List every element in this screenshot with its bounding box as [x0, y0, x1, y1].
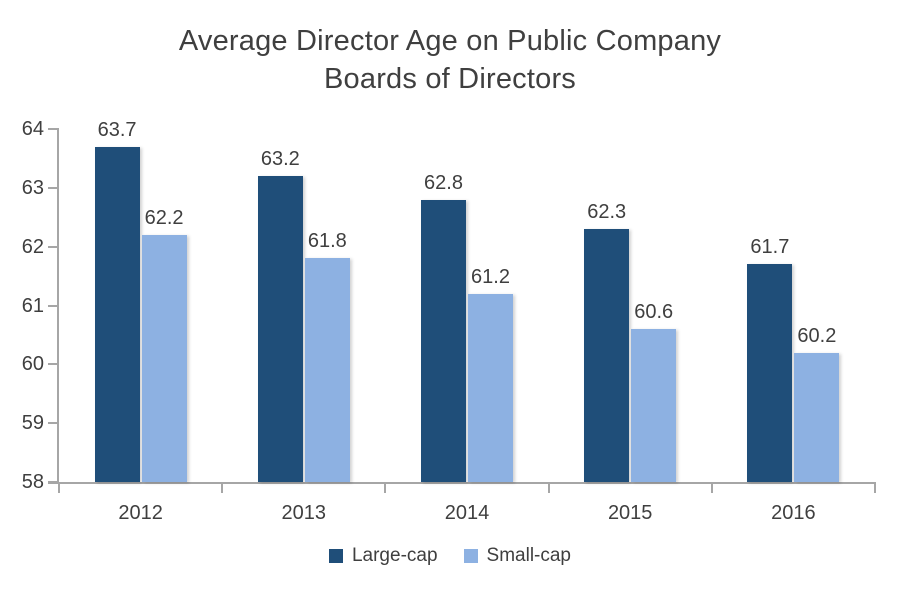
y-axis-tick [48, 245, 59, 248]
bar-small-cap-2014 [468, 293, 513, 482]
x-category-label: 2014 [444, 502, 490, 524]
x-axis-line [48, 482, 875, 484]
bar-large-cap-2012 [94, 146, 140, 482]
legend-swatch-icon [463, 549, 478, 563]
y-tick-label: 59 [21, 412, 44, 435]
legend-swatch-icon [328, 549, 343, 563]
x-category-label: 2016 [771, 502, 816, 524]
data-label: 63.7 [97, 118, 137, 141]
data-label: 62.8 [424, 171, 463, 194]
y-axis-tick [48, 186, 59, 189]
x-axis-tick [58, 482, 60, 493]
bar-large-cap-2014 [421, 199, 466, 482]
legend-label: Small-cap [486, 545, 572, 566]
y-axis-tick [48, 128, 59, 130]
y-axis-tick [48, 304, 59, 307]
y-tick-label: 64 [21, 118, 44, 140]
data-label: 61.7 [750, 236, 790, 259]
x-axis-tick [710, 482, 713, 493]
x-category-label: 2012 [118, 502, 163, 524]
x-axis-tick [874, 482, 876, 493]
x-axis-tick [547, 482, 550, 493]
data-label: 60.2 [797, 324, 837, 347]
y-axis-tick [48, 481, 59, 483]
data-label: 61.2 [471, 265, 510, 288]
bar-large-cap-2013 [257, 176, 303, 482]
x-axis-tick [384, 482, 387, 493]
legend-item-large-cap: Large-cap [328, 545, 438, 566]
legend: Large-cap Small-cap [0, 546, 900, 566]
x-category-label: 2013 [281, 502, 327, 524]
bar-small-cap-2016 [794, 352, 840, 482]
bar-large-cap-2015 [584, 229, 630, 482]
bar-small-cap-2015 [631, 329, 677, 482]
y-axis-tick [48, 422, 59, 425]
data-label: 62.2 [144, 206, 184, 229]
y-tick-label: 63 [21, 176, 44, 199]
y-axis-tick [48, 363, 59, 366]
bar-small-cap-2013 [304, 258, 350, 482]
y-tick-label: 60 [21, 353, 44, 376]
bar-small-cap-2012 [141, 234, 187, 482]
y-tick-label: 62 [21, 235, 44, 258]
data-label: 61.8 [307, 230, 347, 253]
y-tick-label: 61 [21, 294, 44, 317]
chart-title: Average Director Age on Public Company B… [178, 25, 722, 96]
y-tick-label: 58 [21, 471, 44, 493]
x-category-label: 2015 [607, 502, 653, 524]
data-label: 62.3 [587, 201, 627, 224]
x-axis-tick [221, 482, 224, 493]
bar-large-cap-2016 [747, 264, 793, 482]
legend-label: Large-cap [351, 545, 438, 566]
data-label: 63.2 [260, 148, 300, 171]
data-label: 60.6 [634, 301, 674, 324]
legend-item-small-cap: Small-cap [463, 545, 572, 566]
